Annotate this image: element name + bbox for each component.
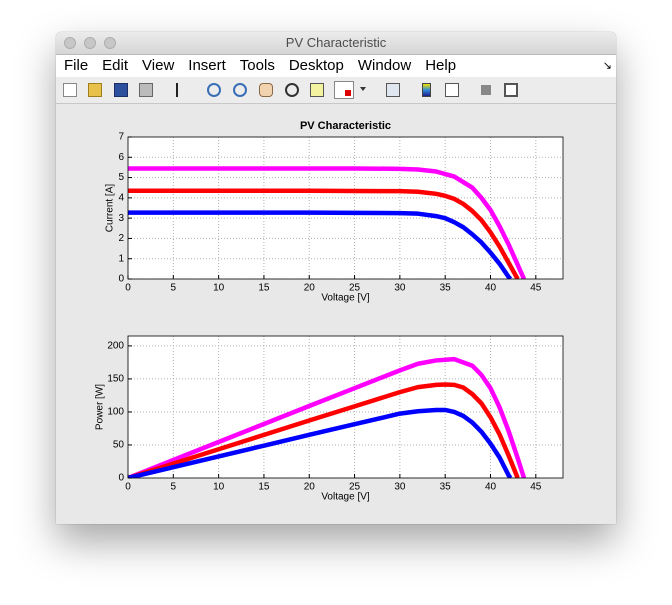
x-tick-label: 20 — [304, 283, 316, 294]
zoom-out-button[interactable] — [233, 83, 247, 97]
toolbar — [56, 77, 616, 104]
x-tick-label: 35 — [440, 482, 452, 493]
x-axis-label: Voltage [V] — [321, 492, 370, 503]
y-tick-label: 6 — [118, 152, 124, 163]
menu-item[interactable]: Desktop — [288, 57, 344, 74]
pan-button[interactable] — [259, 83, 273, 97]
data-line — [128, 210, 513, 279]
x-tick-label: 25 — [349, 482, 361, 493]
menu-bar: File Edit View Insert Tools Desktop Window Help… — [56, 55, 616, 77]
y-tick-label: 150 — [107, 374, 124, 385]
x-tick-label: 40 — [485, 283, 497, 294]
window-title: PV Characteristic — [285, 35, 387, 50]
pointer-button[interactable] — [176, 83, 184, 97]
x-tick-label: 30 — [394, 482, 406, 493]
open-button[interactable] — [88, 83, 102, 97]
print-button[interactable] — [139, 83, 153, 97]
hide-tools-button[interactable] — [481, 85, 491, 95]
close-button[interactable] — [64, 37, 76, 49]
y-axis-label: Power [W] — [95, 384, 106, 430]
data-line — [128, 407, 513, 478]
y-axis-label: Current [A] — [105, 184, 116, 233]
x-tick-label: 15 — [258, 283, 270, 294]
data-line — [128, 356, 527, 478]
menu-item[interactable]: Insert — [188, 57, 226, 74]
menu-item[interactable]: Edit — [102, 57, 129, 74]
plot-area — [128, 137, 563, 279]
minimize-button[interactable] — [84, 37, 96, 49]
zoom-in-button[interactable] — [207, 83, 221, 97]
data-line — [128, 382, 520, 478]
data-cursor-button[interactable] — [310, 83, 324, 97]
y-tick-label: 5 — [118, 172, 124, 183]
x-tick-label: 10 — [213, 482, 225, 493]
axes-box — [127, 335, 564, 479]
y-tick-label: 3 — [118, 213, 124, 224]
x-axis-label: Voltage [V] — [321, 293, 370, 304]
y-tick-label: 0 — [118, 274, 124, 285]
new-button[interactable] — [63, 83, 77, 97]
y-tick-label: 0 — [118, 473, 124, 484]
menu-item[interactable]: View — [142, 57, 175, 74]
save-button[interactable] — [114, 83, 128, 97]
x-tick-label: 5 — [171, 283, 177, 294]
link-button[interactable] — [386, 83, 400, 97]
x-tick-label: 0 — [125, 482, 131, 493]
x-tick-label: 45 — [530, 482, 542, 493]
menu-item[interactable]: File — [64, 57, 89, 74]
x-tick-label: 30 — [394, 283, 406, 294]
y-tick-label: 200 — [107, 341, 124, 352]
brush-button[interactable] — [334, 81, 354, 99]
y-tick-label: 2 — [118, 233, 124, 244]
menu-item[interactable]: Tools — [239, 57, 275, 74]
x-tick-label: 15 — [258, 482, 270, 493]
x-tick-label: 35 — [440, 283, 452, 294]
x-tick-label: 0 — [125, 283, 131, 294]
menu-item[interactable]: Window — [357, 57, 412, 74]
brush-menu[interactable] — [360, 87, 366, 91]
title-bar: PV Characteristic — [56, 32, 616, 55]
rotate-button[interactable] — [285, 83, 299, 97]
x-tick-label: 10 — [213, 283, 225, 294]
legend-button[interactable] — [445, 83, 459, 97]
x-tick-label: 20 — [304, 482, 316, 493]
menu-arrow[interactable]: ↘ — [602, 60, 612, 72]
y-tick-label: 7 — [118, 132, 124, 143]
y-tick-label: 50 — [113, 440, 125, 451]
y-tick-label: 1 — [118, 253, 124, 264]
zoom-button[interactable] — [104, 37, 116, 49]
colorbar-button[interactable] — [422, 83, 431, 97]
y-tick-label: 100 — [107, 407, 124, 418]
dock-button[interactable] — [504, 83, 518, 97]
axes-box — [127, 136, 564, 280]
data-line — [128, 188, 520, 279]
x-tick-label: 5 — [171, 482, 177, 493]
x-tick-label: 25 — [349, 283, 361, 294]
menu-item[interactable]: Help — [425, 57, 457, 74]
x-tick-label: 40 — [485, 482, 497, 493]
x-tick-label: 45 — [530, 283, 542, 294]
data-line — [128, 166, 527, 279]
y-tick-label: 4 — [118, 192, 124, 203]
chart-title: PV Characteristic — [300, 120, 391, 132]
